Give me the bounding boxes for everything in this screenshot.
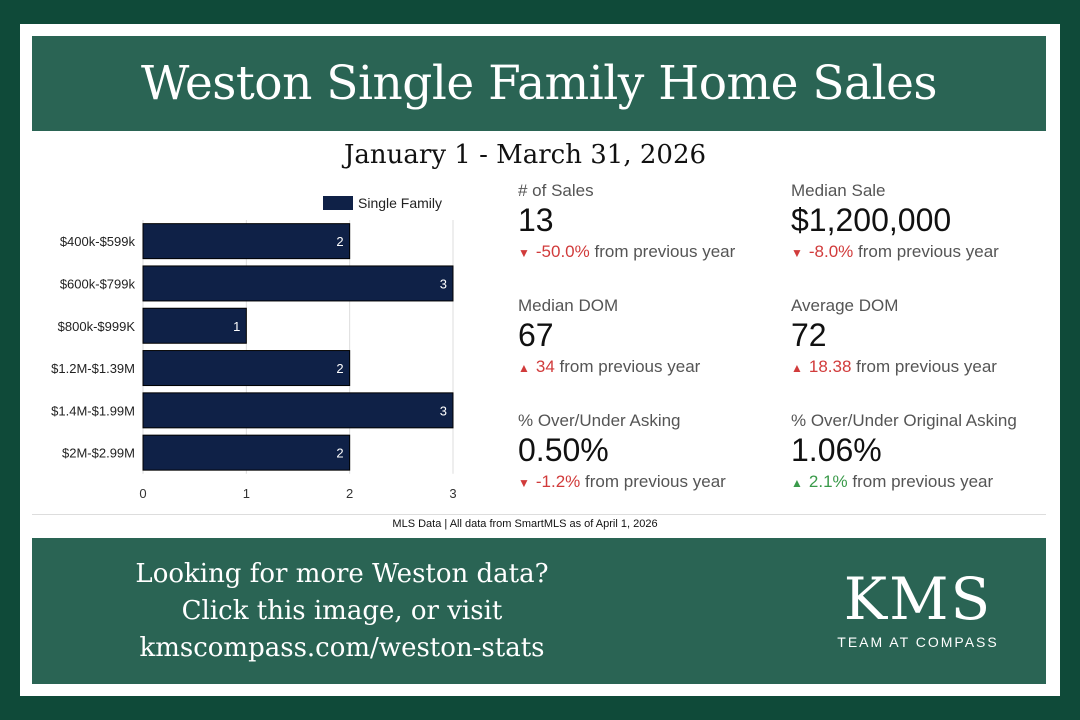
cta-link[interactable]: kmscompass.com/weston-stats (139, 633, 545, 663)
y-category-label: $800k-$999K (58, 319, 136, 334)
date-range: January 1 - March 31, 2026 (343, 140, 707, 170)
stat-median-dom: Median DOM 67 ▲ 34 from previous year (518, 296, 798, 377)
bar (142, 265, 454, 302)
x-tick-label: 1 (243, 486, 250, 501)
stat-change: ▼ -1.2% from previous year (518, 472, 798, 492)
stat-label: Average DOM (791, 296, 899, 315)
page-title: Weston Single Family Home Sales (140, 56, 938, 111)
arrow-down-icon: ▼ (518, 246, 530, 260)
stat-change: ▲ 18.38 from previous year (791, 357, 1071, 377)
source-note: MLS Data | All data from SmartMLS as of … (392, 518, 658, 530)
arrow-down-icon: ▼ (791, 246, 803, 260)
stat-label: % Over/Under Original Asking (791, 411, 1017, 430)
stat-change-value: 34 (535, 357, 555, 376)
arrow-up-icon: ▲ (518, 361, 530, 375)
stat-change: ▼ -50.0% from previous year (518, 242, 798, 262)
stat-change-value: -50.0% (535, 242, 590, 261)
stat-change-suffix: from previous year (589, 242, 736, 261)
stat-change: ▲ 2.1% from previous year (791, 472, 1071, 492)
kms-logo: KMS TEAM AT COMPASS (818, 566, 1018, 650)
bar-chart: 0 1 2 3 $400k-$599k 2 $600k-$799k 3 $800k-$999K 1… (20, 188, 490, 518)
stat-change: ▲ 34 from previous year (518, 357, 798, 377)
stat-change-suffix: from previous year (851, 357, 997, 376)
bar-chart-svg: 0 1 2 3 $400k-$599k 2 $600k-$799k 3 $800k-$999K 1… (51, 195, 456, 501)
stat-label: % Over/Under Asking (518, 411, 681, 430)
stat-label: Median DOM (518, 296, 619, 315)
bar (142, 350, 351, 387)
stat-label: Median Sale (791, 181, 886, 200)
call-to-action[interactable]: Looking for more Weston data? Click this… (127, 556, 557, 667)
bar-value-label: 2 (336, 234, 343, 249)
bar-value-label: 2 (336, 446, 343, 461)
y-category-label: $1.4M-$1.99M (51, 403, 135, 418)
x-tick-label: 2 (346, 486, 353, 501)
bar (142, 392, 454, 429)
stat-value: 1.06% (791, 432, 882, 468)
infographic-card[interactable]: Weston Single Family Home Sales January … (20, 24, 1060, 696)
stat-change-suffix: from previous year (847, 472, 994, 491)
x-tick-label: 3 (449, 486, 456, 501)
stat-change-suffix: from previous year (554, 357, 701, 376)
stat-value: $1,200,000 (791, 202, 952, 238)
stat-change-suffix: from previous year (853, 242, 999, 261)
stat-change-suffix: from previous year (580, 472, 726, 491)
bar-value-label: 1 (233, 319, 240, 334)
legend-label: Single Family (358, 195, 442, 211)
stat-over-under-original-asking: % Over/Under Original Asking 1.06% ▲ 2.1% f… (791, 411, 1071, 492)
stat-label: # of Sales (518, 181, 594, 200)
stat-value: 72 (791, 317, 827, 353)
cta-line-1: Looking for more Weston data? (135, 559, 549, 589)
stat-change-value: -8.0% (808, 242, 854, 261)
stat-average-dom: Average DOM 72 ▲ 18.38 from previous year (791, 296, 1071, 377)
logo-wordmark: KMS (843, 565, 993, 633)
bar-value-label: 2 (336, 361, 343, 376)
divider (32, 514, 1046, 515)
stat-change: ▼ -8.0% from previous year (791, 242, 1071, 262)
arrow-up-icon: ▲ (791, 361, 803, 375)
arrow-down-icon: ▼ (518, 476, 530, 490)
stat-value: 67 (518, 317, 554, 353)
y-category-label: $1.2M-$1.39M (51, 361, 135, 376)
bar-value-label: 3 (440, 403, 447, 418)
y-category-label: $2M-$2.99M (62, 446, 135, 461)
bar-value-label: 3 (440, 276, 447, 291)
arrow-up-icon: ▲ (791, 476, 803, 490)
footer-banner[interactable]: Looking for more Weston data? Click this… (32, 538, 1046, 684)
legend-swatch (323, 196, 353, 210)
logo-tagline: TEAM AT COMPASS (837, 634, 999, 650)
cta-line-2: Click this image, or visit (181, 596, 503, 626)
title-banner: Weston Single Family Home Sales (32, 36, 1046, 131)
stat-change-value: 2.1% (808, 472, 848, 491)
stat-change-value: 18.38 (808, 357, 852, 376)
stat-value: 0.50% (518, 432, 609, 468)
stat-number-of-sales: # of Sales 13 ▼ -50.0% from previous year (518, 181, 798, 262)
x-tick-label: 0 (139, 486, 146, 501)
y-category-label: $400k-$599k (60, 234, 136, 249)
bar (142, 307, 247, 344)
stat-median-sale: Median Sale $1,200,000 ▼ -8.0% from previou… (791, 181, 1071, 262)
stat-over-under-asking: % Over/Under Asking 0.50% ▼ -1.2% from prev… (518, 411, 798, 492)
bar (142, 223, 351, 260)
bar (142, 434, 351, 471)
stat-change-value: -1.2% (535, 472, 581, 491)
stat-value: 13 (518, 202, 554, 238)
y-category-label: $600k-$799k (60, 276, 136, 291)
